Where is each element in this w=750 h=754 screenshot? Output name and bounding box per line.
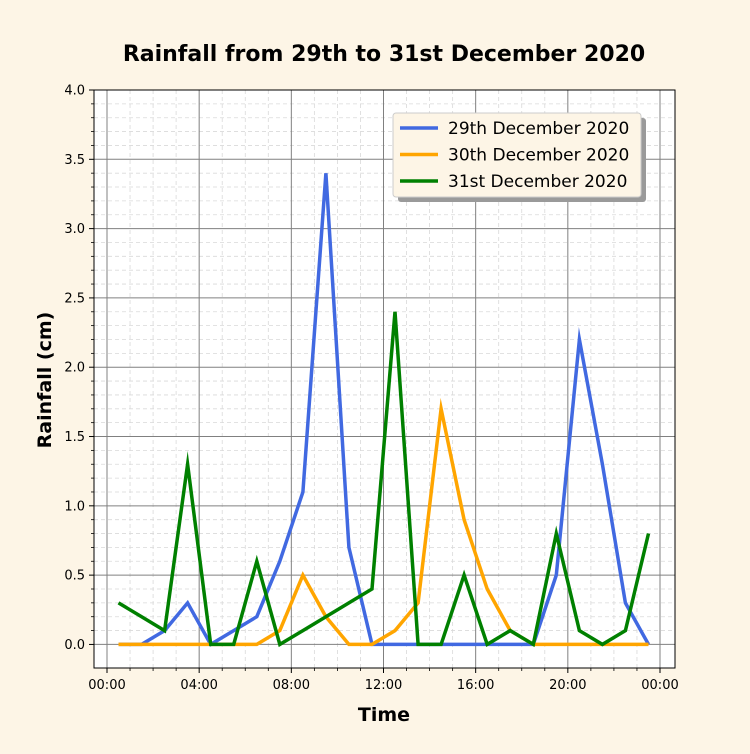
x-tick-label: 12:00 [365, 678, 402, 693]
x-axis: 00:00 04:00 08:00 12:00 16:00 20:00 00:00 [88, 668, 679, 693]
series-line-3 [117, 311, 651, 648]
series-lines [117, 173, 651, 648]
series-line-2 [118, 397, 649, 647]
chart-title: Rainfall from 29th to 31st December 2020 [123, 42, 645, 67]
legend: 29th December 2020 30th December 2020 31st… [392, 112, 646, 202]
x-tick-label: 00:00 [641, 678, 678, 693]
y-tick-label: 1.5 [64, 430, 85, 445]
x-tick-label: 08:00 [273, 678, 310, 693]
x-tick-label: 00:00 [88, 678, 125, 693]
y-tick-label: 0.5 [64, 569, 85, 584]
x-tick-label: 16:00 [457, 678, 494, 693]
y-tick-label: 2.5 [64, 291, 85, 306]
legend-label-2: 30th December 2020 [448, 146, 629, 166]
x-axis-label: Time [358, 704, 410, 726]
legend-label-1: 29th December 2020 [448, 119, 629, 139]
legend-label-3: 31st December 2020 [448, 172, 627, 192]
y-tick-label: 3.5 [64, 153, 85, 168]
legend-box [392, 112, 642, 198]
y-tick-label: 4.0 [64, 84, 85, 99]
y-tick-label: 0.0 [64, 638, 85, 653]
y-tick-label: 3.0 [64, 222, 85, 237]
y-axis: 0.0 0.5 1.0 1.5 2.0 2.5 3.0 3.5 4.0 [64, 84, 94, 653]
series-line-1 [118, 173, 651, 647]
y-tick-label: 1.0 [64, 499, 85, 514]
plot-frame [93, 89, 676, 669]
y-tick-label: 2.0 [64, 361, 85, 376]
x-tick-label: 20:00 [549, 678, 586, 693]
y-axis-label: Rainfall (cm) [34, 312, 56, 449]
x-tick-label: 04:00 [180, 678, 217, 693]
